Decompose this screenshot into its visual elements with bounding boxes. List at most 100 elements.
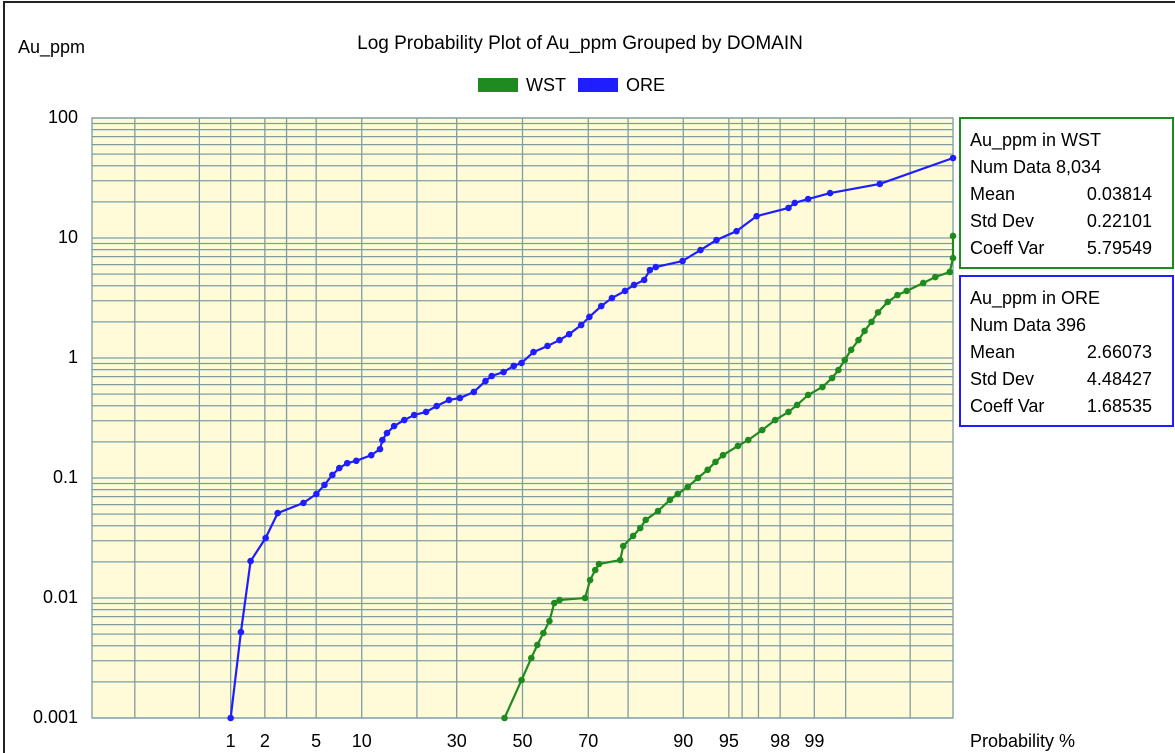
- data-point: [826, 189, 834, 197]
- data-point: [949, 232, 957, 240]
- data-point: [329, 471, 336, 479]
- data-point: [410, 411, 418, 419]
- data-point: [674, 490, 682, 498]
- data-point: [804, 391, 812, 399]
- data-point: [352, 457, 360, 465]
- stats-label: Coeff Var: [970, 238, 1044, 258]
- legend-swatch: [478, 78, 518, 92]
- x-tick-label: 70: [578, 731, 598, 751]
- legend-label: WST: [526, 75, 566, 95]
- data-point: [595, 560, 603, 568]
- data-point: [556, 336, 563, 344]
- data-point: [640, 276, 648, 284]
- data-point: [654, 507, 662, 515]
- data-point: [591, 566, 599, 574]
- data-point: [704, 466, 711, 474]
- stats-value: 5.79549: [1087, 238, 1152, 258]
- x-tick-label: 99: [804, 731, 824, 751]
- data-point: [544, 342, 551, 350]
- x-tick-label: 30: [447, 731, 467, 751]
- data-point: [847, 346, 855, 354]
- chart-title: Log Probability Plot of Au_ppm Grouped b…: [357, 33, 803, 54]
- stats-label: Std Dev: [970, 369, 1034, 389]
- data-point: [819, 383, 826, 391]
- data-point: [379, 436, 386, 444]
- y-tick-label: 0.1: [53, 467, 78, 487]
- data-point: [367, 451, 375, 459]
- data-point: [679, 257, 686, 265]
- data-point: [343, 459, 351, 467]
- data-point: [642, 516, 650, 524]
- stats-label: Coeff Var: [970, 396, 1044, 416]
- data-point: [785, 204, 792, 212]
- data-point: [771, 416, 779, 424]
- data-point: [586, 576, 594, 584]
- data-point: [501, 714, 508, 722]
- data-point: [630, 281, 638, 289]
- data-point: [636, 524, 644, 532]
- data-point: [445, 396, 453, 404]
- data-point: [518, 359, 525, 367]
- stats-box: [959, 117, 1174, 269]
- data-point: [321, 481, 328, 489]
- y-axis-label: Au_ppm: [18, 37, 85, 58]
- stats-title: Au_ppm in ORE: [970, 288, 1100, 309]
- stats-label: Mean: [970, 184, 1015, 204]
- data-point: [861, 327, 868, 335]
- data-point: [785, 408, 792, 416]
- data-point: [336, 464, 343, 472]
- data-point: [733, 227, 740, 235]
- data-point: [621, 287, 629, 295]
- x-tick-label: 50: [512, 731, 532, 751]
- data-point: [876, 180, 884, 188]
- data-point: [556, 596, 563, 604]
- data-point: [684, 483, 691, 491]
- stats-box: [959, 275, 1174, 427]
- data-point: [793, 401, 801, 409]
- data-point: [586, 313, 593, 321]
- data-point: [470, 388, 478, 396]
- data-point: [804, 195, 812, 203]
- data-point: [919, 279, 927, 287]
- data-point: [791, 199, 799, 207]
- data-point: [758, 426, 766, 434]
- x-tick-label: 90: [673, 731, 693, 751]
- data-point: [949, 254, 957, 262]
- y-tick-label: 10: [58, 227, 78, 247]
- data-point: [530, 348, 537, 356]
- stats-value: 8,034: [1056, 157, 1101, 177]
- stats-label: Num Data: [970, 315, 1052, 335]
- data-point: [510, 362, 517, 370]
- data-point: [744, 436, 752, 444]
- data-point: [629, 532, 637, 540]
- data-point: [577, 321, 585, 329]
- stats-value: 396: [1056, 315, 1086, 335]
- x-tick-label: 95: [719, 731, 739, 751]
- data-point: [581, 594, 589, 602]
- data-point: [313, 490, 320, 498]
- data-point: [946, 268, 954, 276]
- data-point: [237, 628, 245, 636]
- data-point: [646, 266, 654, 274]
- data-point: [456, 394, 464, 402]
- data-point: [534, 641, 541, 649]
- data-point: [540, 629, 547, 637]
- data-point: [433, 402, 440, 410]
- data-point: [227, 714, 234, 722]
- stats-value: 2.66073: [1087, 342, 1152, 362]
- data-point: [597, 302, 605, 310]
- data-point: [697, 246, 704, 254]
- data-point: [949, 154, 957, 162]
- x-tick-label: 2: [260, 731, 270, 751]
- data-point: [500, 368, 507, 376]
- data-point: [719, 451, 727, 459]
- data-point: [884, 298, 892, 306]
- y-tick-label: 0.01: [43, 587, 78, 607]
- y-tick-label: 0.001: [33, 707, 78, 727]
- x-axis-label: Probability %: [970, 731, 1075, 751]
- data-point: [855, 336, 862, 344]
- data-point: [903, 287, 910, 295]
- stats-label: Std Dev: [970, 211, 1034, 231]
- data-point: [488, 372, 495, 380]
